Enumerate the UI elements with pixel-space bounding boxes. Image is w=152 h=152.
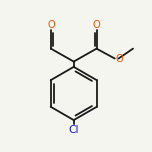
Text: O: O [47, 20, 55, 30]
Text: O: O [93, 20, 100, 30]
Text: Cl: Cl [68, 125, 79, 135]
Text: O: O [116, 54, 123, 64]
